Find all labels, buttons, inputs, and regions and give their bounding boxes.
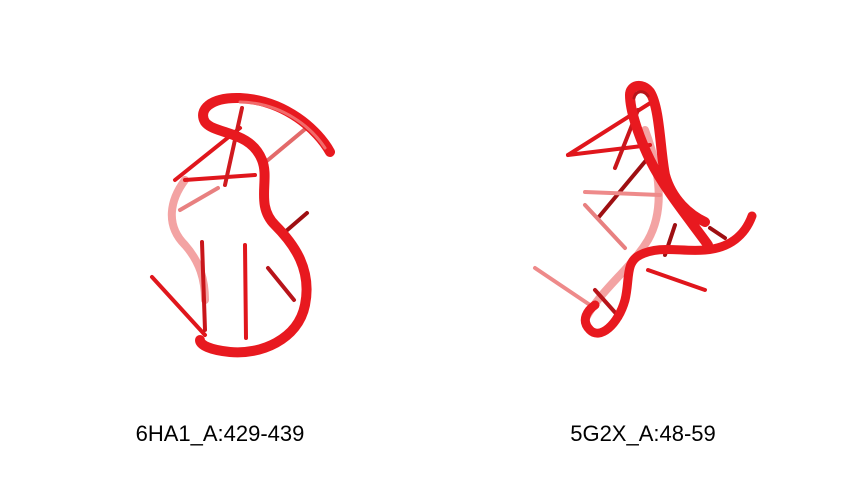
base-stick: [185, 175, 255, 180]
structure-6ha1: [152, 98, 330, 352]
backbone-tube: [200, 98, 330, 352]
base-stick: [180, 188, 218, 210]
base-stick: [648, 270, 705, 290]
structure-label-5g2x: 5G2X_A:48-59: [493, 420, 793, 448]
base-stick: [285, 213, 307, 232]
base-stick: [268, 268, 294, 300]
base-stick: [262, 125, 310, 165]
base-stick: [710, 228, 725, 238]
backbone-highlight: [634, 92, 648, 98]
base-stick: [225, 108, 242, 185]
base-stick: [245, 245, 246, 338]
structure-5g2x: [535, 86, 752, 333]
base-stick: [535, 268, 590, 305]
base-stick: [598, 158, 648, 218]
base-stick: [152, 277, 205, 335]
structure-label-6ha1: 6HA1_A:429-439: [70, 420, 370, 448]
base-stick: [202, 242, 205, 330]
base-stick: [585, 192, 660, 195]
